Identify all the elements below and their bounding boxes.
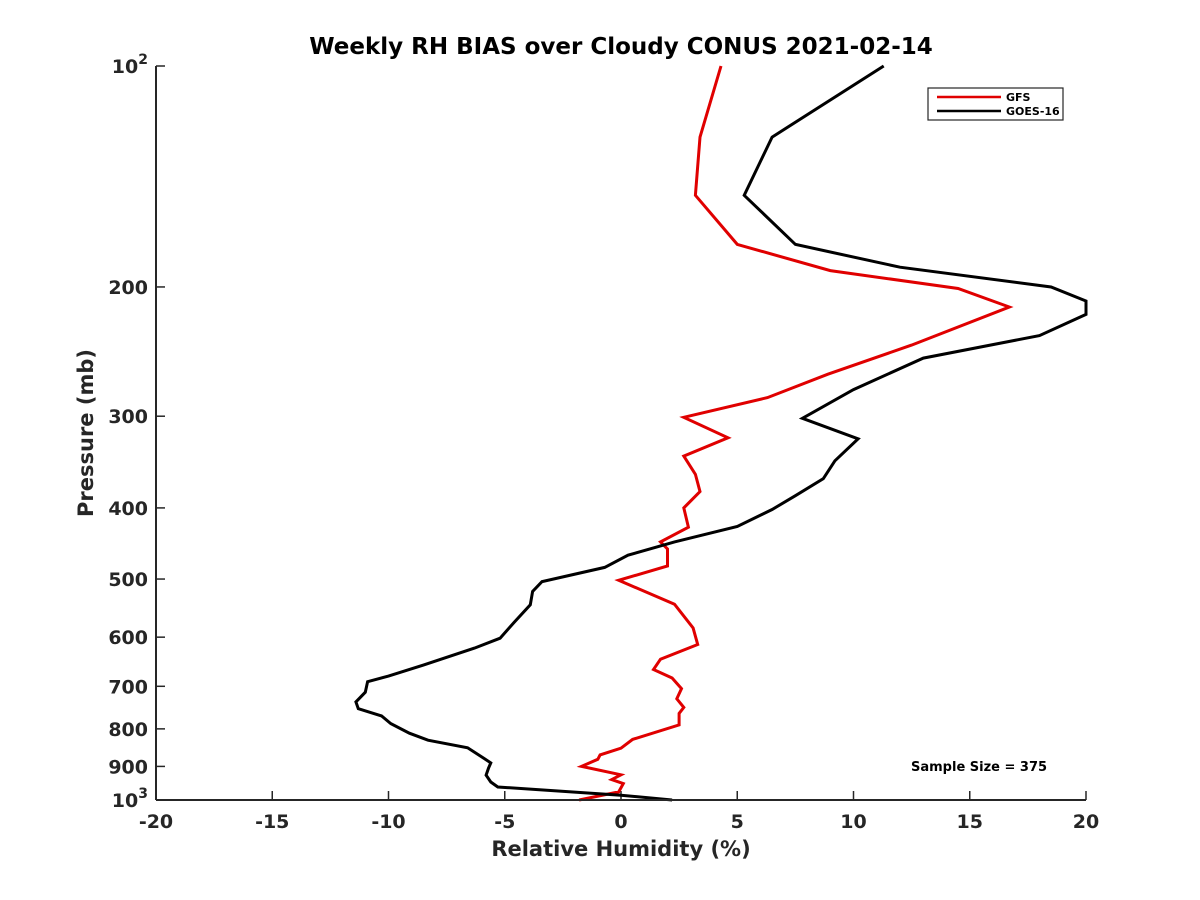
x-tick-label: -20 bbox=[139, 811, 173, 833]
x-tick-label: 0 bbox=[614, 811, 627, 833]
y-tick-exponent: 3 bbox=[138, 786, 148, 802]
series-lines bbox=[354, 64, 1088, 802]
y-tick-label: 700 bbox=[108, 676, 148, 698]
x-tick-label: 20 bbox=[1073, 811, 1099, 833]
x-tick-label: -5 bbox=[494, 811, 515, 833]
series-line-goes16 bbox=[354, 64, 1088, 802]
series-line-gfs bbox=[576, 65, 1014, 802]
x-tick-label: -15 bbox=[255, 811, 289, 833]
x-tick-label: 15 bbox=[957, 811, 983, 833]
x-tick-label: 5 bbox=[731, 811, 744, 833]
y-tick-label: 800 bbox=[108, 719, 148, 741]
y-tick-label: 500 bbox=[108, 569, 148, 591]
y-tick-label: 900 bbox=[108, 756, 148, 778]
y-tick-label: 102 bbox=[112, 52, 148, 78]
x-tick-label: -10 bbox=[371, 811, 405, 833]
y-tick-label: 103 bbox=[112, 786, 148, 812]
y-tick-label: 400 bbox=[108, 498, 148, 520]
legend-box bbox=[927, 87, 1064, 121]
y-tick-base: 10 bbox=[112, 790, 138, 812]
y-tick-base: 10 bbox=[112, 56, 138, 78]
legend: GFS GOES-16 bbox=[927, 87, 1064, 121]
legend-gfs-label: GFS bbox=[1006, 91, 1031, 104]
y-tick-label: 200 bbox=[108, 277, 148, 299]
y-tick-label: 300 bbox=[108, 406, 148, 428]
chart-title: Weekly RH BIAS over Cloudy CONUS 2021-02… bbox=[309, 34, 933, 60]
y-tick-label: 600 bbox=[108, 627, 148, 649]
legend-goes16-label: GOES-16 bbox=[1006, 105, 1060, 118]
y-axis-label: Pressure (mb) bbox=[74, 349, 98, 517]
x-axis-label: Relative Humidity (%) bbox=[491, 837, 750, 861]
y-tick-exponent: 2 bbox=[138, 52, 148, 68]
x-tick-label: 10 bbox=[840, 811, 866, 833]
sample-size-annotation: Sample Size = 375 bbox=[911, 760, 1047, 775]
x-axis-ticks: -20 -15 -10 -5 0 5 10 15 20 bbox=[139, 791, 1099, 833]
